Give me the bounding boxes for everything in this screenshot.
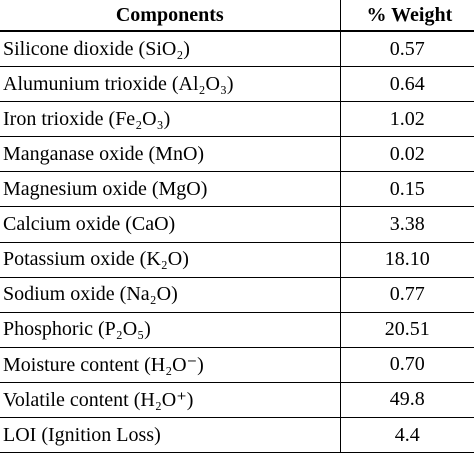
component-cell: Volatile content (H₂O⁺) [0, 382, 340, 419]
weight-cell: 49.8 [339, 382, 474, 419]
weight-cell: 0.15 [339, 171, 474, 208]
table-row: Sodium oxide (Na₂O) 0.77 [0, 277, 474, 313]
weight-cell: 0.64 [339, 66, 474, 103]
weight-cell: 0.70 [339, 347, 474, 383]
table-row: Iron trioxide (Fe₂O₃) 1.02 [0, 101, 474, 138]
weight-cell: 0.77 [339, 277, 474, 313]
component-cell: Phosphoric (P₂O₅) [0, 312, 340, 348]
weight-cell: 4.4 [339, 417, 474, 454]
table-row: Moisture content (H₂O⁻) 0.70 [0, 347, 474, 383]
component-cell: Calcium oxide (CaO) [0, 206, 340, 243]
table-row: Calcium oxide (CaO) 3.38 [0, 206, 474, 243]
component-cell: Manganase oxide (MnO) [0, 136, 340, 173]
weight-cell: 1.02 [339, 101, 474, 138]
table-row: LOI (Ignition Loss) 4.4 [0, 417, 474, 454]
component-cell: Potassium oxide (K₂O) [0, 242, 340, 278]
weight-cell: 0.57 [339, 31, 474, 68]
component-cell: Iron trioxide (Fe₂O₃) [0, 101, 340, 138]
component-cell: LOI (Ignition Loss) [0, 417, 340, 454]
table-row: Volatile content (H₂O⁺) 49.8 [0, 382, 474, 419]
header-cell: Components [0, 0, 340, 32]
table-row: Magnesium oxide (MgO) 0.15 [0, 171, 474, 208]
table-row: Potassium oxide (K₂O) 18.10 [0, 242, 474, 278]
table-row: Phosphoric (P₂O₅) 20.51 [0, 312, 474, 348]
header-cell: % Weight [339, 0, 474, 32]
table-row: Manganase oxide (MnO) 0.02 [0, 136, 474, 173]
table-row: Silicone dioxide (SiO₂) 0.57 [0, 31, 474, 68]
component-cell: Alumunium trioxide (Al₂O₃) [0, 66, 340, 103]
weight-cell: 18.10 [339, 242, 474, 278]
weight-cell: 20.51 [339, 312, 474, 348]
weight-cell: 3.38 [339, 206, 474, 243]
table-body: Silicone dioxide (SiO₂) 0.57 Alumunium tri… [0, 31, 474, 454]
component-cell: Moisture content (H₂O⁻) [0, 347, 340, 383]
component-cell: Magnesium oxide (MgO) [0, 171, 340, 208]
table-row: Alumunium trioxide (Al₂O₃) 0.64 [0, 66, 474, 103]
component-cell: Sodium oxide (Na₂O) [0, 277, 340, 313]
weight-cell: 0.02 [339, 136, 474, 173]
component-cell: Silicone dioxide (SiO₂) [0, 31, 340, 68]
header-row: Components % Weight [0, 0, 474, 32]
